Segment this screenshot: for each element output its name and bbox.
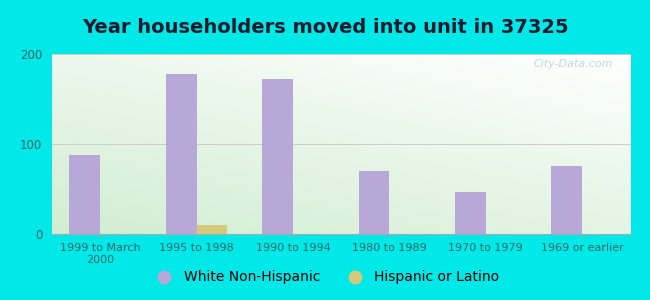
- Bar: [196, 225, 227, 234]
- Bar: [262, 79, 293, 234]
- Text: Year householders moved into unit in 37325: Year householders moved into unit in 373…: [82, 18, 568, 37]
- Bar: [359, 171, 389, 234]
- Legend: White Non-Hispanic, Hispanic or Latino: White Non-Hispanic, Hispanic or Latino: [145, 265, 505, 290]
- Bar: [551, 166, 582, 234]
- Text: City-Data.com: City-Data.com: [534, 59, 613, 69]
- Bar: [166, 74, 196, 234]
- Bar: [455, 192, 486, 234]
- Bar: [70, 155, 100, 234]
